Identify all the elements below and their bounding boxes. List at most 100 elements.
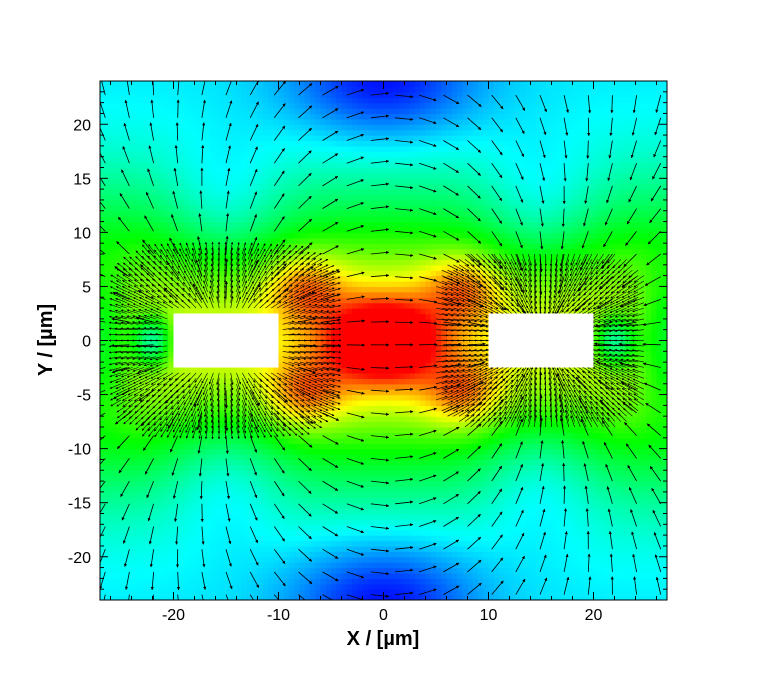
heatmap-cell [367, 86, 374, 93]
heatmap-cell [247, 140, 253, 147]
heatmap-cell [157, 151, 164, 158]
heatmap-cell [215, 448, 222, 455]
heatmap-cell [336, 264, 343, 271]
heatmap-cell [142, 129, 148, 136]
heatmap-cell [157, 221, 164, 228]
heatmap-cell [325, 183, 332, 190]
heatmap-cell [152, 470, 159, 477]
heatmap-cell [325, 437, 332, 444]
heatmap-cell [157, 545, 164, 552]
heatmap-cell [231, 562, 238, 569]
heatmap-cell [163, 475, 169, 482]
heatmap-cell [126, 124, 133, 131]
heatmap-cell [304, 199, 311, 206]
heatmap-cell [310, 91, 316, 98]
heatmap-cell [100, 151, 106, 158]
heatmap-cell [163, 178, 169, 185]
heatmap-cell [226, 432, 232, 439]
heatmap-cell [278, 367, 285, 374]
heatmap-cell [283, 97, 290, 104]
heatmap-cell [189, 540, 196, 547]
heatmap-cell [331, 351, 337, 358]
heatmap-cell [199, 199, 206, 206]
heatmap-cell [142, 308, 148, 315]
heatmap-cell [131, 340, 138, 347]
heatmap-cell [142, 113, 148, 120]
heatmap-cell [331, 243, 337, 250]
heatmap-cell [115, 556, 122, 563]
heatmap-cell [152, 389, 159, 396]
heatmap-cell [336, 335, 343, 342]
heatmap-cell [110, 356, 117, 363]
heatmap-cell [289, 572, 295, 579]
heatmap-cell [152, 199, 159, 206]
heatmap-cell [115, 540, 122, 547]
heatmap-cell [310, 567, 316, 574]
heatmap-cell [336, 513, 343, 520]
heatmap-cell [110, 556, 117, 563]
heatmap-cell [357, 529, 364, 536]
heatmap-cell [346, 286, 353, 293]
heatmap-cell [357, 91, 364, 98]
heatmap-cell [336, 486, 343, 493]
heatmap-cell [100, 421, 106, 428]
heatmap-cell [336, 313, 343, 320]
heatmap-cell [341, 502, 348, 509]
heatmap-cell [341, 135, 348, 142]
heatmap-cell [115, 210, 122, 217]
heatmap-cell [131, 572, 138, 579]
heatmap-cell [310, 108, 316, 115]
heatmap-cell [367, 313, 374, 320]
heatmap-cell [362, 572, 369, 579]
heatmap-cell [236, 308, 243, 315]
heatmap-cell [257, 232, 264, 239]
heatmap-cell [226, 308, 232, 315]
heatmap-cell [262, 459, 269, 466]
heatmap-cell [199, 394, 206, 401]
heatmap-cell [310, 151, 316, 158]
heatmap-cell [194, 572, 201, 579]
heatmap-cell [142, 351, 148, 358]
heatmap-cell [352, 448, 358, 455]
heatmap-cell [163, 216, 169, 223]
heatmap-cell [173, 443, 180, 450]
heatmap-cell [362, 308, 369, 315]
heatmap-cell [294, 508, 301, 515]
heatmap-cell [168, 432, 175, 439]
heatmap-cell [215, 502, 222, 509]
heatmap-cell [105, 518, 112, 525]
heatmap-cell [100, 145, 106, 152]
heatmap-cell [325, 362, 332, 369]
heatmap-cell [331, 178, 337, 185]
heatmap-cell [126, 464, 133, 471]
heatmap-cell [110, 594, 117, 600]
heatmap-cell [173, 118, 180, 125]
heatmap-cell [320, 421, 327, 428]
heatmap-cell [220, 432, 227, 439]
heatmap-cell [215, 102, 222, 109]
heatmap-cell [157, 345, 164, 352]
heatmap-cell [373, 583, 379, 590]
heatmap-cell [367, 226, 374, 233]
heatmap-cell [341, 237, 348, 244]
heatmap-cell [115, 183, 122, 190]
heatmap-cell [215, 156, 222, 163]
heatmap-cell [262, 210, 269, 217]
heatmap-cell [241, 237, 248, 244]
heatmap-cell [205, 518, 211, 525]
heatmap-cell [304, 545, 311, 552]
heatmap-cell [241, 281, 248, 288]
heatmap-cell [215, 583, 222, 590]
heatmap-cell [320, 270, 327, 277]
heatmap-cell [147, 205, 154, 212]
heatmap-cell [289, 394, 295, 401]
heatmap-cell [220, 394, 227, 401]
heatmap-cell [110, 286, 117, 293]
heatmap-cell [273, 497, 280, 504]
heatmap-cell [268, 210, 274, 217]
heatmap-cell [241, 513, 248, 520]
heatmap-cell [100, 518, 106, 525]
heatmap-cell [352, 264, 358, 271]
heatmap-cell [352, 308, 358, 315]
heatmap-cell [367, 529, 374, 536]
